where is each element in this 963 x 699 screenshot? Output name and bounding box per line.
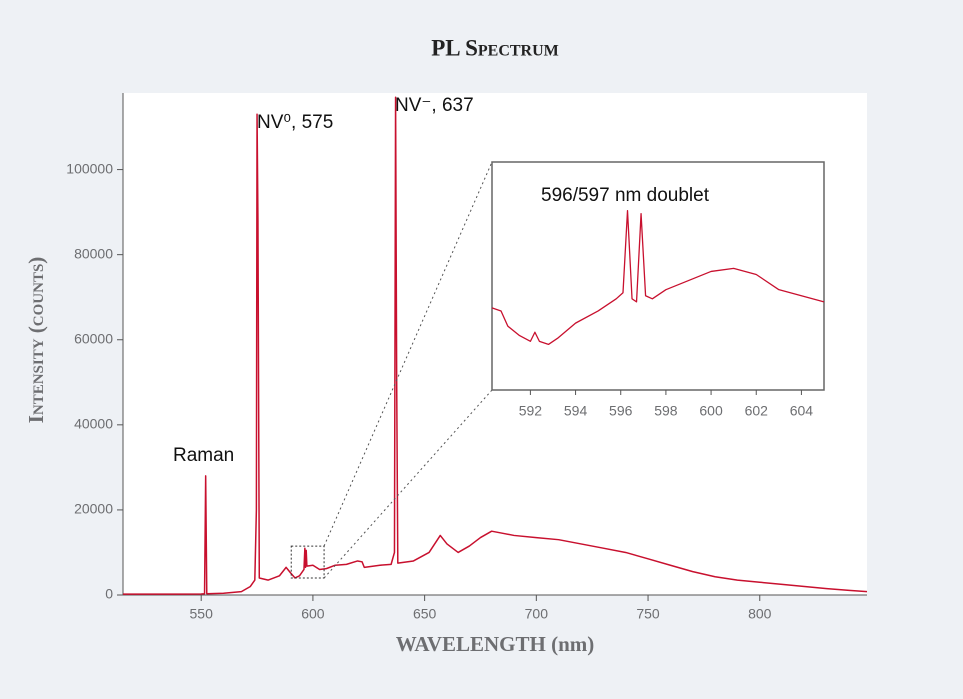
x-tick-label: 600 xyxy=(699,403,723,419)
y-tick-label: 100000 xyxy=(66,160,113,176)
y-tick-label: 0 xyxy=(105,586,113,602)
x-tick-label: 596 xyxy=(609,403,633,419)
y-tick-label: 40000 xyxy=(74,416,113,432)
zoom-box xyxy=(290,545,325,579)
x-tick-label: 598 xyxy=(654,403,678,419)
x-tick-label: 602 xyxy=(745,403,769,419)
annotation: 596/597 nm doublet xyxy=(541,185,710,206)
y-tick-label: 20000 xyxy=(74,501,113,517)
inset-frame xyxy=(491,161,825,391)
x-tick-label: 594 xyxy=(564,403,588,419)
x-tick-label: 600 xyxy=(301,606,325,622)
annotation: NV⁰, 575 xyxy=(257,112,333,133)
zoom-line xyxy=(323,389,493,579)
x-tick-label: 750 xyxy=(636,606,660,622)
y-tick-label: 80000 xyxy=(74,245,113,261)
x-tick-label: 650 xyxy=(413,606,437,622)
chart-title: PL Spectrum xyxy=(431,35,559,60)
x-tick-label: 550 xyxy=(190,606,214,622)
x-axis-label: WAVELENGTH (nm) xyxy=(396,632,595,656)
x-tick-label: 604 xyxy=(790,403,814,419)
x-tick-label: 592 xyxy=(519,403,543,419)
x-tick-label: 700 xyxy=(525,606,549,622)
x-tick-label: 800 xyxy=(748,606,772,622)
spectrum-line xyxy=(123,96,868,595)
annotation: NV⁻, 637 xyxy=(395,95,474,116)
spectrum-line xyxy=(491,209,825,346)
y-axis-label: Intensity (counts) xyxy=(24,257,48,424)
y-tick-label: 60000 xyxy=(74,330,113,346)
annotation: Raman xyxy=(173,445,234,466)
